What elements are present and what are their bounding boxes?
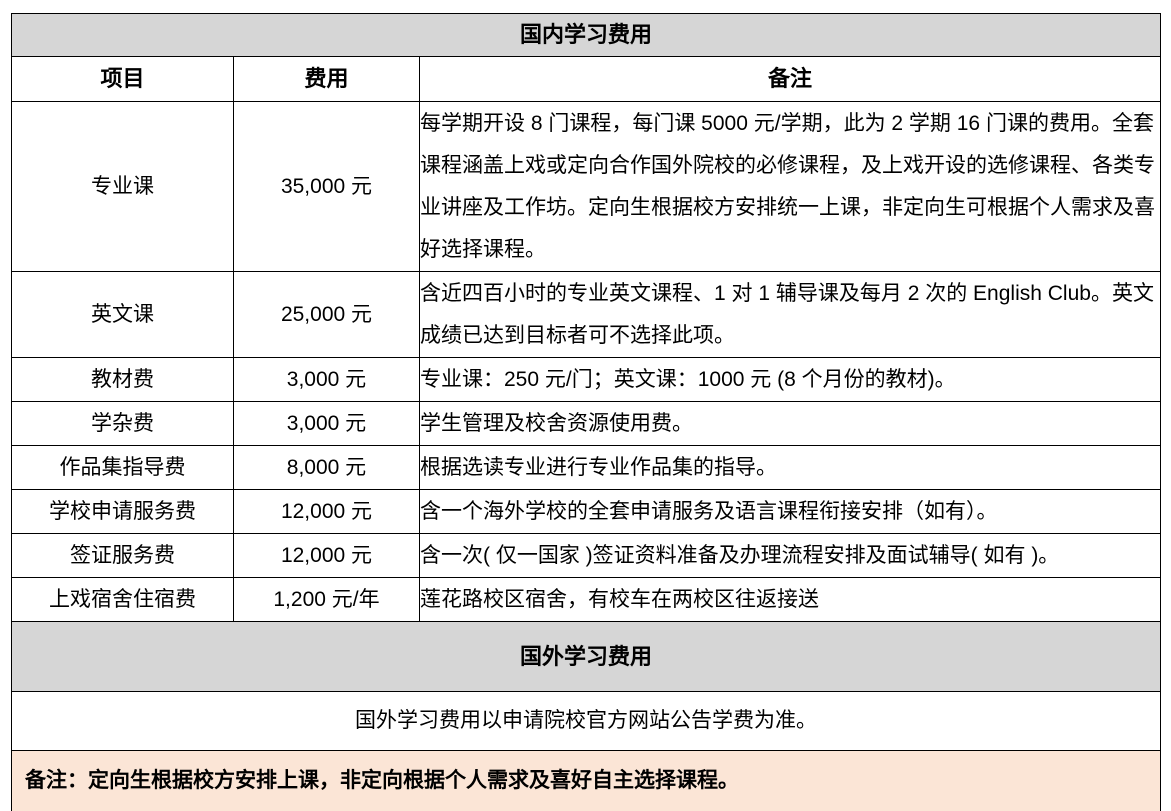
remark-cell: 专业课：250 元/门；英文课：1000 元 (8 个月份的教材)。 (418, 357, 1162, 402)
column-header-item: 项目 (11, 56, 234, 102)
fee-cell: 12,000 元 (233, 533, 420, 578)
column-header-row: 项目 费用 备注 (11, 56, 1162, 102)
item-cell: 上戏宿舍住宿费 (11, 577, 234, 622)
table-row-portfolio-fee: 作品集指导费 8,000 元 根据选读专业进行专业作品集的指导。 (11, 445, 1162, 490)
fee-cell: 25,000 元 (233, 271, 420, 358)
table-row-dorm-fee: 上戏宿舍住宿费 1,200 元/年 莲花路校区宿舍，有校车在两校区往返接送 (11, 577, 1162, 622)
remark-cell: 每学期开设 8 门课程，每门课 5000 元/学期，此为 2 学期 16 门课的… (418, 101, 1162, 272)
remark-cell: 含一次( 仅一国家 )签证资料准备及办理流程安排及面试辅导( 如有 )。 (418, 533, 1162, 578)
remark-cell: 含近四百小时的专业英文课程、1 对 1 辅导课及每月 2 次的 English … (418, 271, 1162, 358)
item-cell: 专业课 (11, 101, 234, 272)
fee-cell: 3,000 元 (233, 357, 420, 402)
fee-cell: 3,000 元 (233, 401, 420, 446)
section-header-domestic: 国内学习费用 (10, 13, 1162, 57)
footer-note-row: 备注：定向生根据校方安排上课，非定向根据个人需求及喜好自主选择课程。 (10, 750, 1162, 811)
table-row-misc-fee: 学杂费 3,000 元 学生管理及校舍资源使用费。 (11, 401, 1162, 446)
remark-cell: 学生管理及校舍资源使用费。 (418, 401, 1162, 446)
table-row-english-courses: 英文课 25,000 元 含近四百小时的专业英文课程、1 对 1 辅导课及每月 … (11, 271, 1162, 358)
section-title-domestic: 国内学习费用 (10, 13, 1162, 57)
fee-cell: 8,000 元 (233, 445, 420, 490)
overseas-fee-note-row: 国外学习费用以申请院校官方网站公告学费为准。 (10, 691, 1162, 751)
column-header-fee: 费用 (233, 56, 420, 102)
remark-cell: 莲花路校区宿舍，有校车在两校区往返接送 (418, 577, 1162, 622)
fee-cell: 35,000 元 (233, 101, 420, 272)
item-cell: 签证服务费 (11, 533, 234, 578)
section-title-overseas: 国外学习费用 (10, 621, 1162, 692)
remark-cell: 含一个海外学校的全套申请服务及语言课程衔接安排（如有）。 (418, 489, 1162, 534)
tuition-fees-table: 国内学习费用 项目 费用 备注 专业课 35,000 元 每学期开设 8 门课程… (10, 13, 1162, 811)
section-header-overseas: 国外学习费用 (10, 621, 1162, 692)
fee-cell: 12,000 元 (233, 489, 420, 534)
table-row-textbook-fee: 教材费 3,000 元 专业课：250 元/门；英文课：1000 元 (8 个月… (11, 357, 1162, 402)
overseas-fee-note: 国外学习费用以申请院校官方网站公告学费为准。 (10, 691, 1162, 751)
item-cell: 英文课 (11, 271, 234, 358)
item-cell: 作品集指导费 (11, 445, 234, 490)
remark-cell: 根据选读专业进行专业作品集的指导。 (418, 445, 1162, 490)
item-cell: 教材费 (11, 357, 234, 402)
table-row-major-courses: 专业课 35,000 元 每学期开设 8 门课程，每门课 5000 元/学期，此… (11, 101, 1162, 272)
table-row-visa-fee: 签证服务费 12,000 元 含一次( 仅一国家 )签证资料准备及办理流程安排及… (11, 533, 1162, 578)
fee-cell: 1,200 元/年 (233, 577, 420, 622)
footer-note-text: 备注：定向生根据校方安排上课，非定向根据个人需求及喜好自主选择课程。 (10, 750, 1162, 811)
item-cell: 学杂费 (11, 401, 234, 446)
table-row-application-fee: 学校申请服务费 12,000 元 含一个海外学校的全套申请服务及语言课程衔接安排… (11, 489, 1162, 534)
item-cell: 学校申请服务费 (11, 489, 234, 534)
column-header-remark: 备注 (418, 56, 1162, 102)
